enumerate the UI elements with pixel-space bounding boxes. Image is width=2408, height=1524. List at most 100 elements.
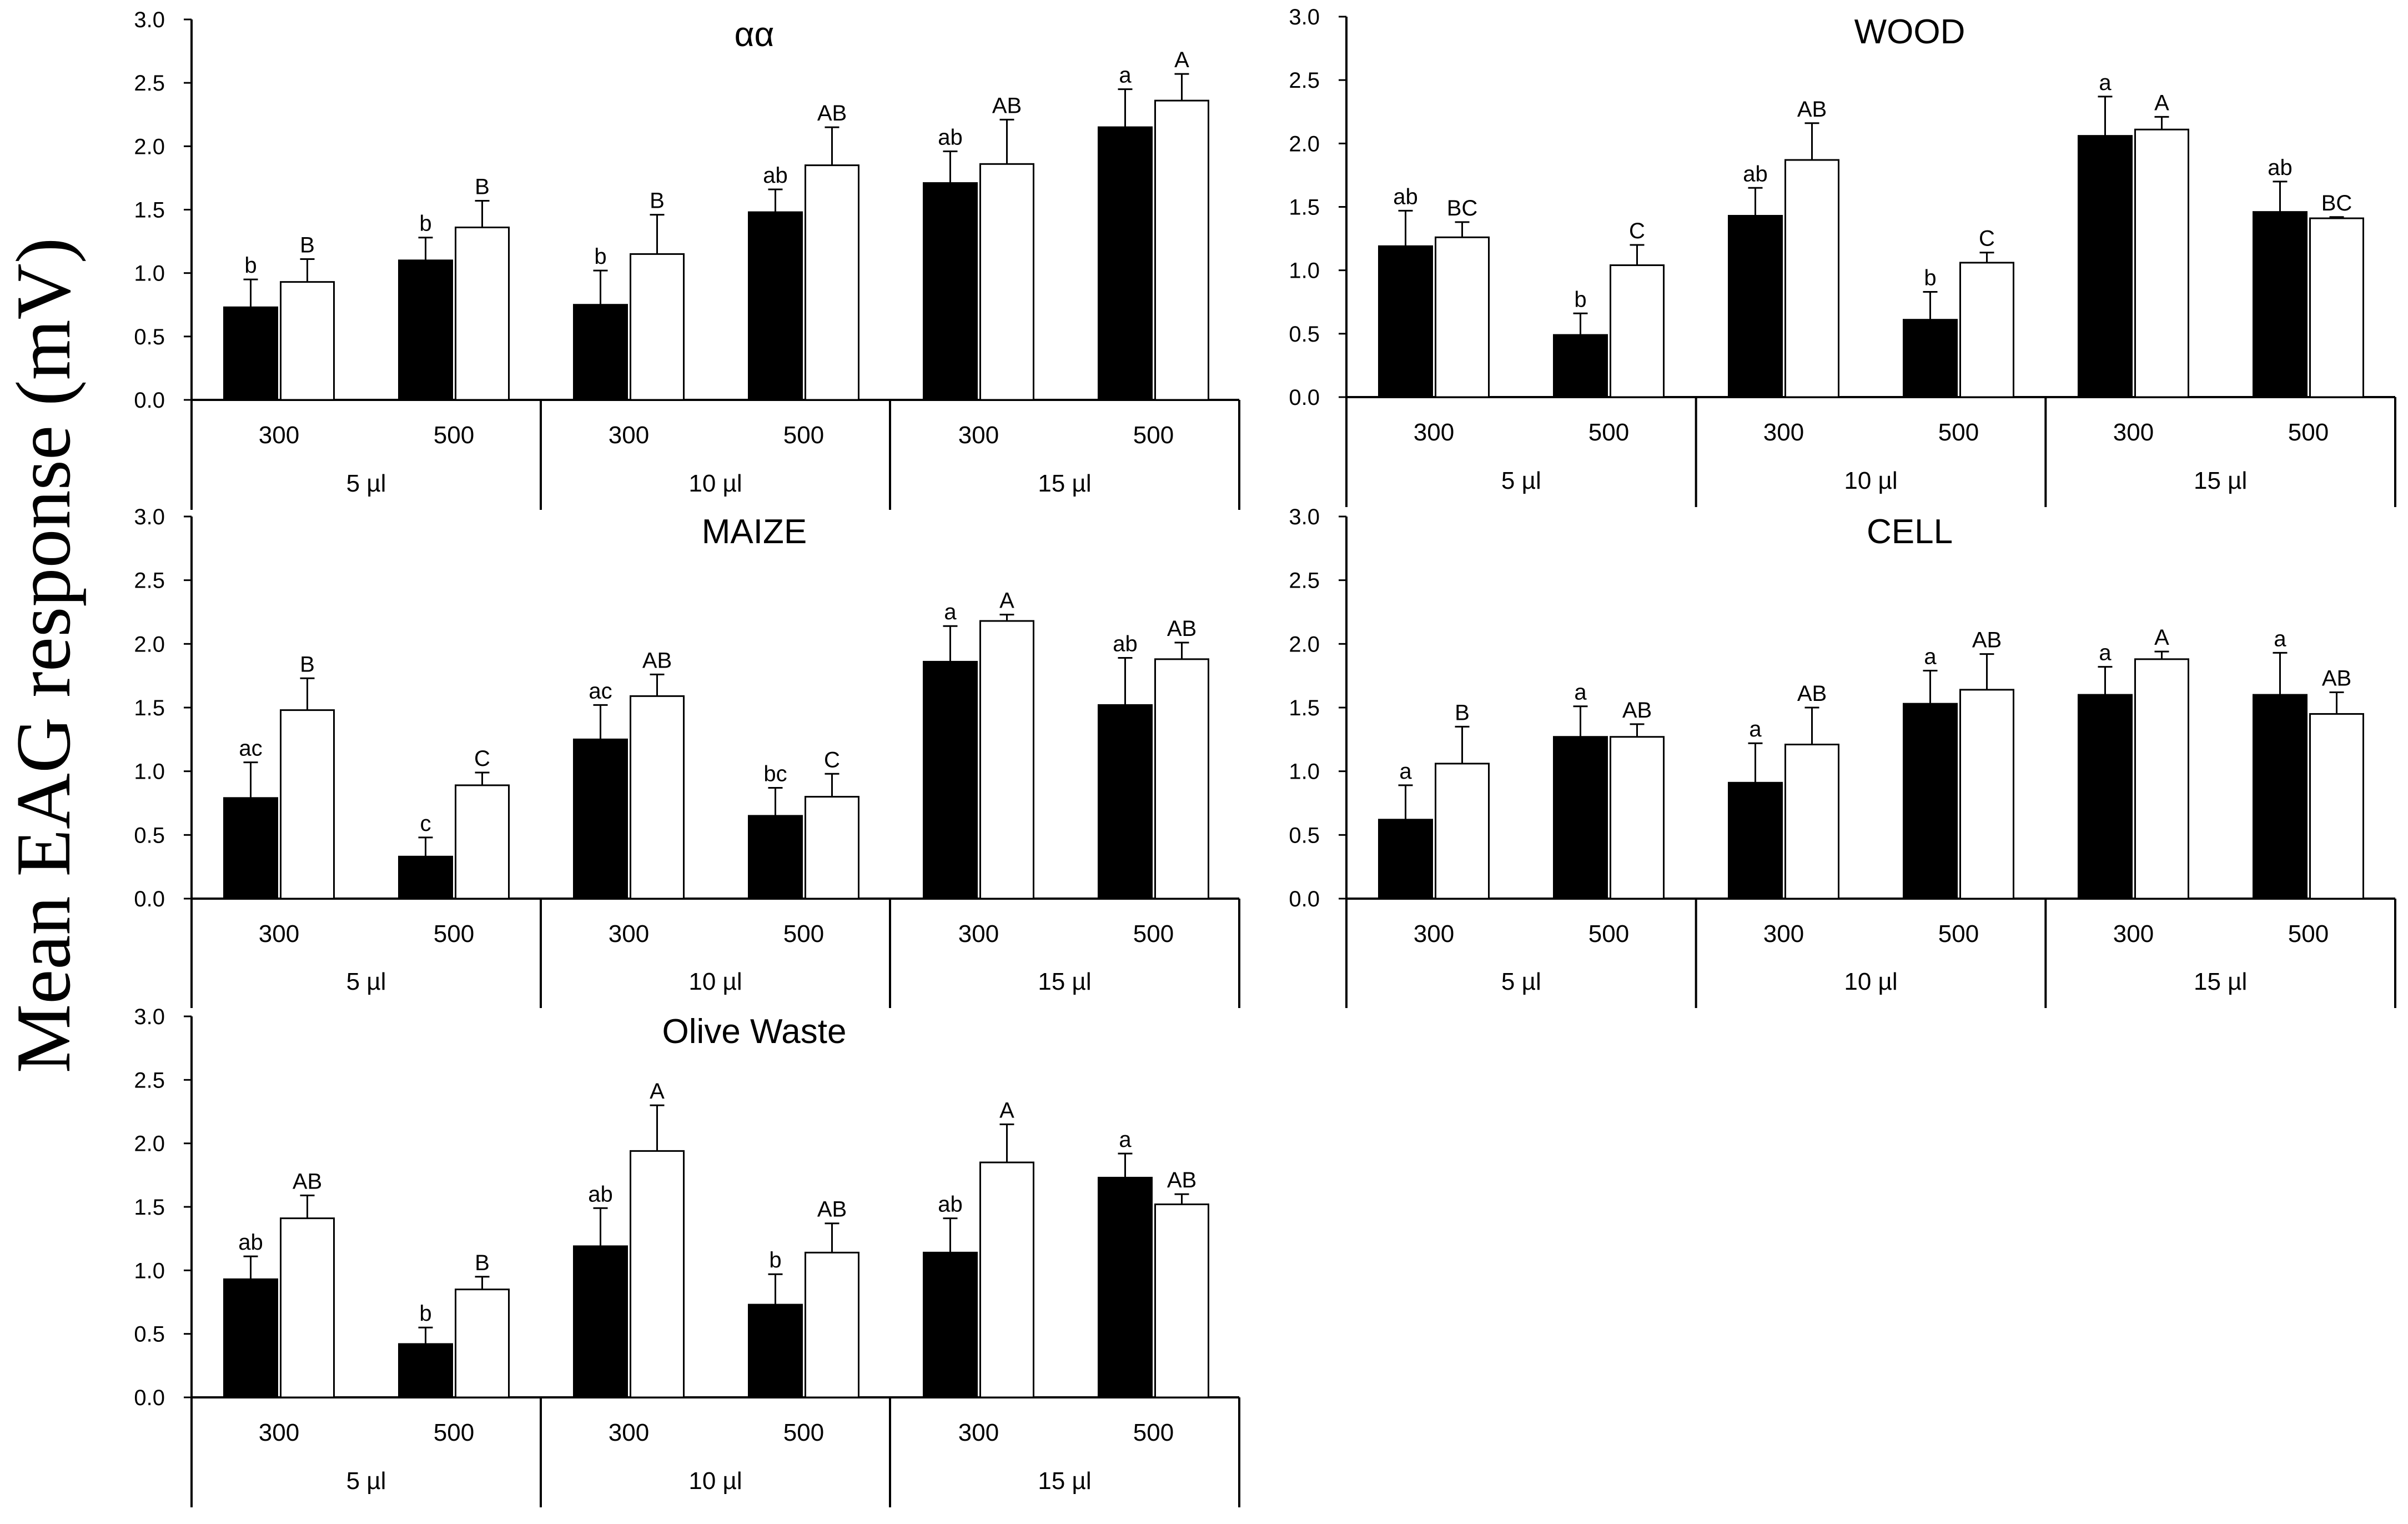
bar-white	[1435, 763, 1490, 900]
group-label: 10 µl	[1844, 467, 1897, 494]
significance-label: A	[650, 1079, 665, 1104]
significance-label: B	[300, 652, 315, 676]
significance-label: AB	[817, 101, 847, 126]
significance-label: ab	[938, 1192, 963, 1217]
y-tick-label: 0.0	[134, 887, 165, 911]
y-tick-label: 0.5	[1289, 322, 1320, 347]
significance-label: ab	[1113, 632, 1138, 656]
y-tick-label: 0.0	[134, 1386, 165, 1410]
x-tick-label: 300	[609, 1419, 649, 1446]
bar-black	[1903, 703, 1958, 900]
group-label: 5 µl	[346, 1467, 386, 1495]
bar-black	[1378, 819, 1433, 900]
bar-white	[630, 695, 685, 900]
significance-label: C	[1979, 227, 1995, 251]
y-tick-label: 1.0	[134, 760, 165, 784]
bar-black	[1553, 334, 1608, 398]
significance-label: B	[650, 189, 665, 213]
group-label: 5 µl	[1501, 467, 1541, 494]
bar-white	[280, 1217, 335, 1398]
significance-label: AB	[642, 648, 672, 673]
bar-white	[455, 784, 510, 900]
y-tick-label: 0.5	[1289, 823, 1320, 848]
significance-label: ab	[1743, 162, 1768, 186]
bar-white	[1784, 744, 1839, 900]
bar-white	[805, 1251, 859, 1398]
significance-label: a	[2099, 71, 2112, 95]
chart-panel: 0.0 0.5 1.0 1.5 2.0 2.5 3.0 5 µl 10 µl 15 µl MAIZE…	[134, 505, 1240, 1008]
chart-panel: 0.0 0.5 1.0 1.5 2.0 2.5 3.0 5 µl 10 µl 15 µl WOOD 3…	[1289, 5, 2396, 507]
significance-label: AB	[2322, 666, 2351, 690]
bar-black	[923, 182, 978, 401]
significance-label: bc	[763, 761, 787, 786]
y-tick-label: 1.0	[1289, 760, 1320, 784]
bar-white	[2134, 128, 2189, 398]
x-tick-label: 500	[783, 1419, 824, 1446]
group-label: 10 µl	[1844, 968, 1897, 995]
significance-label: C	[474, 746, 490, 771]
bar-white	[280, 281, 335, 401]
significance-label: B	[475, 175, 490, 199]
x-tick-label: 500	[1588, 419, 1629, 446]
significance-label: A	[999, 1098, 1014, 1122]
bar-white	[630, 253, 685, 401]
y-tick-label: 0.5	[134, 823, 165, 848]
bar-white	[1959, 262, 2014, 398]
y-tick-label: 0.5	[134, 325, 165, 349]
y-tick-label: 3.0	[134, 1005, 165, 1029]
x-tick-label: 300	[609, 422, 649, 449]
significance-label: ac	[589, 679, 612, 703]
significance-label: AB	[1797, 97, 1827, 122]
significance-label: b	[769, 1248, 781, 1272]
x-tick-label: 500	[434, 422, 474, 449]
significance-label: b	[1574, 287, 1586, 312]
chart-title: MAIZE	[702, 513, 807, 551]
y-tick-label: 0.0	[1289, 385, 1320, 410]
y-axis-title: Mean EAG response (mV)	[1, 238, 87, 1074]
y-tick-label: 1.5	[134, 198, 165, 223]
bar-black	[1098, 126, 1153, 401]
significance-label: a	[1119, 1127, 1132, 1152]
significance-label: ab	[1393, 184, 1418, 209]
x-tick-label: 500	[1588, 920, 1629, 948]
y-tick-label: 2.5	[134, 1068, 165, 1092]
chart-title: αα	[735, 16, 775, 54]
bar-black	[2078, 694, 2133, 900]
significance-label: a	[1119, 63, 1132, 88]
bar-black	[398, 1343, 453, 1398]
bar-black	[1903, 319, 1958, 398]
y-tick-label: 3.0	[134, 505, 165, 529]
bar-white	[1154, 1203, 1209, 1398]
significance-label: AB	[1972, 628, 2002, 653]
bar-black	[223, 1278, 278, 1398]
significance-label: B	[1455, 700, 1470, 725]
significance-label: b	[1924, 265, 1936, 290]
bar-white	[1784, 159, 1839, 398]
bar-white	[2309, 713, 2364, 900]
y-tick-label: 2.0	[134, 632, 165, 656]
bar-white	[280, 709, 335, 900]
y-tick-label: 1.0	[1289, 259, 1320, 283]
bar-white	[1154, 658, 1209, 900]
chart-panel: 0.0 0.5 1.0 1.5 2.0 2.5 3.0 5 µl 10 µl 15 µl Olive…	[134, 1005, 1240, 1507]
group-label: 15 µl	[1038, 968, 1091, 995]
significance-label: C	[824, 748, 840, 772]
y-tick-label: 3.0	[1289, 505, 1320, 529]
chart-panel: 0.0 0.5 1.0 1.5 2.0 2.5 3.0 5 µl 10 µl 15 µl CELL 3…	[1289, 505, 2396, 1008]
y-tick-label: 3.0	[134, 8, 165, 32]
x-tick-label: 300	[2113, 920, 2154, 948]
x-tick-label: 500	[1938, 920, 1979, 948]
y-tick-label: 0.5	[134, 1322, 165, 1347]
bar-black	[2253, 694, 2308, 900]
significance-label: A	[2154, 91, 2169, 115]
y-tick-label: 2.0	[134, 134, 165, 159]
significance-label: AB	[1797, 681, 1827, 706]
bar-black	[223, 797, 278, 900]
bar-black	[1098, 1176, 1153, 1398]
chart-panel: 0.0 0.5 1.0 1.5 2.0 2.5 3.0 5 µl 10 µl 15 µl αα 300…	[134, 8, 1240, 510]
bar-black	[1378, 245, 1433, 398]
y-tick-label: 0.0	[1289, 887, 1320, 911]
group-label: 15 µl	[1038, 470, 1091, 497]
group-label: 5 µl	[346, 470, 386, 497]
bar-black	[923, 1251, 978, 1398]
